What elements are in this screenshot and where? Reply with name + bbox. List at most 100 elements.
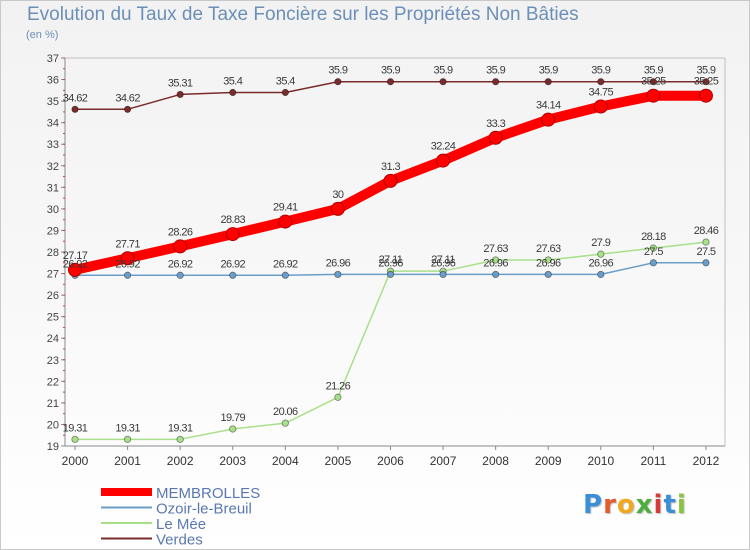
- y-tick-label: 20: [47, 419, 59, 431]
- legend-label: MEMBROLLES: [156, 485, 260, 502]
- x-tick-label: 2008: [482, 454, 509, 468]
- data-point: [702, 259, 710, 267]
- data-point: [229, 88, 237, 97]
- data-label: 19.31: [63, 422, 88, 434]
- data-point: [123, 435, 132, 443]
- data-label: 35.31: [168, 77, 193, 89]
- data-point: [439, 78, 447, 86]
- legend-label: Ozoir-le-Breuil: [156, 501, 252, 518]
- data-point: [544, 256, 552, 264]
- y-unit-label: (en %): [26, 29, 59, 41]
- data-label: 32.24: [431, 141, 456, 153]
- data-label: 31.3: [381, 161, 400, 173]
- y-tick-label: 25: [47, 312, 59, 324]
- data-label: 35.9: [486, 65, 505, 77]
- data-point: [492, 270, 500, 279]
- data-label: 28.83: [220, 214, 245, 226]
- proxiti-logo: Proxiti: [583, 490, 687, 520]
- data-point: [492, 78, 500, 86]
- data-point: [649, 244, 657, 252]
- data-point: [229, 425, 237, 433]
- y-tick-label: 35: [47, 96, 59, 108]
- data-point: [436, 153, 451, 168]
- y-tick-label: 33: [47, 139, 59, 151]
- data-point: [68, 262, 82, 277]
- data-label: 27.17: [63, 250, 88, 262]
- data-label: 35.9: [434, 65, 453, 77]
- data-label: 27.63: [483, 243, 508, 255]
- legend-item: Le Mée: [101, 516, 206, 533]
- data-point: [123, 271, 132, 279]
- x-tick-label: 2011: [640, 454, 666, 468]
- data-label: 26.92: [273, 258, 298, 270]
- data-label: 26.92: [168, 258, 193, 270]
- data-point: [597, 270, 605, 279]
- axes: 19 20 21 22 23 24 25 26 27 28 29 30 31 32 33 34 35 36 37 20…: [47, 53, 726, 468]
- data-label: 28.26: [168, 226, 193, 238]
- logo-letter: o: [616, 490, 636, 520]
- data-point: [649, 259, 657, 267]
- data-label: 21.26: [326, 380, 351, 392]
- data-label: 35.9: [539, 65, 558, 77]
- data-point: [544, 270, 552, 279]
- data-point: [225, 227, 240, 242]
- data-point: [597, 78, 605, 86]
- data-label: 33.3: [486, 118, 505, 130]
- legend-label: Le Mée: [156, 516, 206, 533]
- x-tick-label: 2006: [377, 454, 404, 468]
- x-tick-label: 2000: [62, 454, 89, 468]
- y-tick-label: 37: [47, 53, 59, 65]
- data-label: 26.92: [63, 258, 88, 270]
- data-label: 28.46: [694, 225, 719, 237]
- series-membrolles: [68, 88, 713, 277]
- data-label: 27.11: [379, 254, 403, 266]
- data-label: 26.92: [220, 258, 245, 270]
- data-label: 30: [332, 189, 344, 201]
- y-tick-label: 29: [47, 225, 59, 237]
- x-tick-label: 2009: [535, 454, 562, 468]
- legend-item: Verdes: [101, 532, 203, 549]
- data-label: 35.4: [223, 75, 242, 87]
- data-label: 35.4: [276, 75, 295, 87]
- data-label: 26.96: [536, 257, 561, 269]
- data-point: [383, 173, 398, 188]
- data-label: 27.71: [115, 238, 140, 250]
- data-point: [281, 419, 289, 427]
- data-label: 20.06: [273, 406, 298, 418]
- y-tick-label: 31: [47, 182, 59, 194]
- legend-label: Verdes: [156, 532, 203, 549]
- series-layer: [68, 78, 713, 443]
- data-label: 27.63: [536, 243, 561, 255]
- data-label: 35.25: [694, 76, 719, 88]
- data-point: [71, 435, 79, 443]
- data-label: 34.75: [589, 87, 614, 99]
- data-point: [123, 105, 132, 113]
- data-label: 27.5: [644, 246, 663, 258]
- x-tick-label: 2004: [272, 454, 299, 468]
- data-label: 34.62: [63, 92, 88, 104]
- y-tick-label: 36: [47, 75, 59, 87]
- data-point: [439, 270, 447, 279]
- data-label: 35.9: [644, 65, 663, 77]
- data-label: 29.41: [273, 202, 298, 214]
- data-label: 35.9: [696, 65, 715, 77]
- logo-letter: P: [583, 490, 604, 520]
- y-tick-label: 21: [47, 398, 59, 410]
- data-point: [386, 78, 395, 86]
- legend-item: Ozoir-le-Breuil: [101, 501, 252, 518]
- chart-title: Evolution du Taux de Taxe Foncière sur l…: [27, 4, 579, 25]
- data-point: [702, 238, 710, 246]
- data-point: [597, 250, 605, 258]
- data-point: [593, 99, 608, 114]
- data-label: 35.9: [591, 65, 610, 77]
- data-label: 34.62: [115, 92, 140, 104]
- x-tick-label: 2005: [325, 454, 352, 468]
- data-point: [173, 239, 188, 254]
- data-point: [488, 130, 503, 145]
- y-tick-label: 30: [47, 204, 59, 216]
- y-tick-label: 19: [47, 441, 59, 453]
- data-point: [544, 78, 552, 86]
- data-label: 34.14: [536, 100, 561, 112]
